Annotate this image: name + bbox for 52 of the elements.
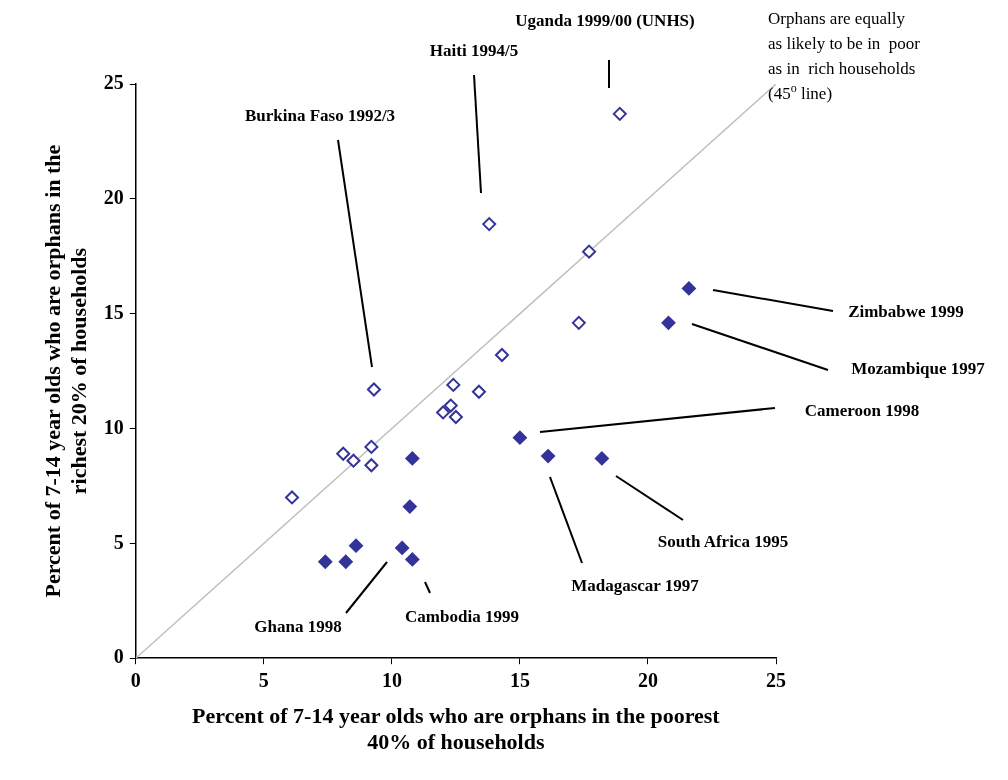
annotation: South Africa 1995: [657, 532, 789, 552]
point: [541, 449, 556, 464]
point: [346, 453, 361, 468]
point: [436, 405, 451, 420]
point: [349, 538, 364, 553]
annotation: Ghana 1998: [254, 617, 342, 637]
point: [582, 244, 597, 259]
point: [594, 451, 609, 466]
point: [571, 315, 586, 330]
point: [494, 348, 509, 363]
annotation: Cambodia 1999: [405, 607, 519, 627]
point: [405, 451, 420, 466]
point: [402, 499, 417, 514]
text: Haiti 1994/5: [429, 41, 519, 61]
y-tick-label: 25: [103, 71, 124, 94]
point: [448, 410, 463, 425]
y-tick-label: 5: [113, 530, 124, 553]
point: [338, 554, 353, 569]
point: [336, 446, 351, 461]
point: [364, 439, 379, 454]
x-tick-label: 25: [766, 669, 786, 692]
y-axis-title: Percent of 7-14 year olds who are orphans in the richest 20% of households: [39, 144, 92, 598]
text: Uganda 1999/00 (UNHS): [515, 11, 695, 31]
text: Cameroon 1998: [804, 401, 920, 421]
point: [366, 382, 381, 397]
point: [405, 552, 420, 567]
y-tick-label: 15: [103, 300, 124, 323]
point: [512, 430, 527, 445]
point: [443, 398, 458, 413]
point: [471, 384, 486, 399]
point: [395, 540, 410, 555]
x-tick-label: 15: [509, 669, 530, 692]
point: [661, 315, 676, 330]
x-tick-label: 5: [258, 669, 269, 692]
point: [446, 377, 461, 392]
point: [482, 217, 497, 232]
point: [681, 281, 696, 296]
annotation: Burkina Faso 1992/3: [244, 106, 396, 126]
text: Zimbabwe 1999: [848, 302, 964, 322]
x-tick-label: 10: [381, 669, 402, 692]
y-tick-label: 0: [113, 645, 124, 668]
point: [612, 106, 627, 121]
y-tick-label: 10: [103, 415, 124, 438]
point: [364, 458, 379, 473]
x-tick-label: 0: [130, 669, 141, 692]
text: Mozambique 1997: [851, 359, 986, 379]
point: [318, 554, 333, 569]
annotation: Madagascar 1997: [571, 576, 700, 596]
x-axis-title: Percent of 7-14 year olds who are orphans in the poorest 40% of households: [192, 703, 721, 755]
y-tick-label: 20: [103, 186, 124, 209]
point: [285, 490, 300, 505]
x-tick-label: 20: [637, 669, 658, 692]
